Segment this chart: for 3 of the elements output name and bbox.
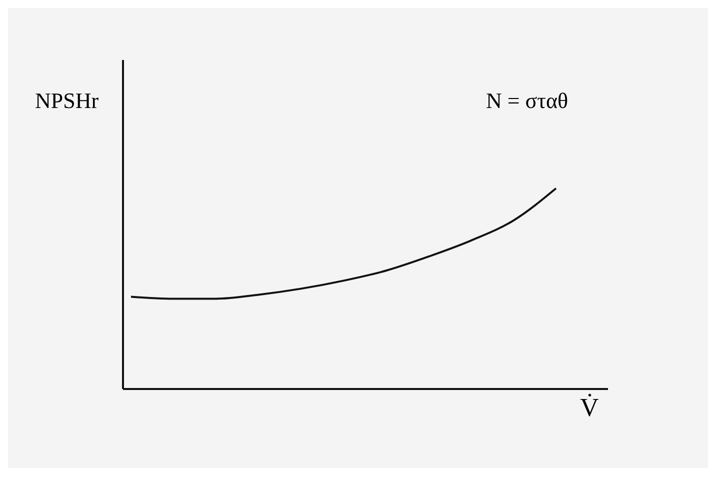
text: N = σταθ — [486, 88, 568, 114]
x-axis-title: V̇ — [580, 393, 599, 423]
y-axis-title: NPSHr — [35, 88, 99, 114]
